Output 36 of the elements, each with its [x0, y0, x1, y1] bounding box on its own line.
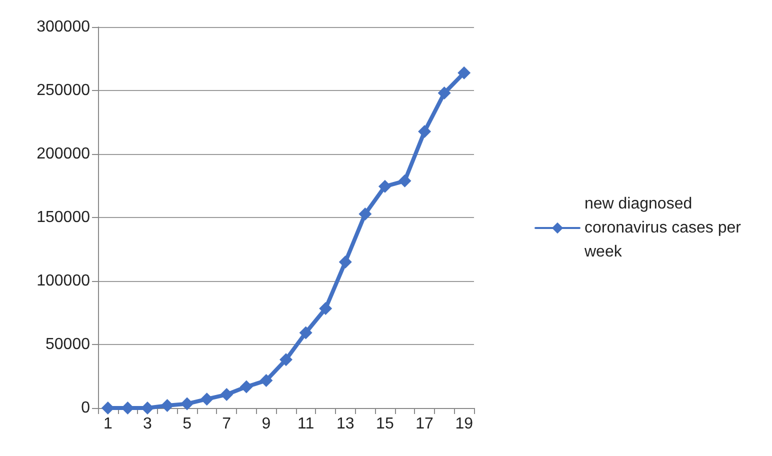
point — [438, 86, 451, 100]
point — [378, 180, 392, 193]
point — [220, 388, 234, 402]
x-tick-label: 19 — [455, 416, 474, 432]
y-tick-label: 150000 — [36, 209, 90, 226]
point — [358, 207, 372, 220]
point — [101, 402, 114, 414]
y-tick-label: 250000 — [36, 82, 90, 99]
point — [121, 402, 134, 414]
point — [160, 398, 174, 412]
point — [240, 380, 253, 394]
y-tick-label: 300000 — [36, 18, 90, 36]
legend-label: new diagnosed coronavirus cases per week — [583, 196, 742, 260]
x-tick-label: 15 — [376, 416, 394, 432]
point — [280, 353, 292, 366]
x-tick-label: 1 — [103, 416, 112, 432]
y-tick-label: 0 — [81, 400, 90, 416]
point — [398, 174, 412, 188]
point — [299, 326, 312, 340]
x-tick-label: 9 — [262, 416, 271, 432]
y-tick-label: 100000 — [36, 272, 90, 290]
x-tick-label: 3 — [143, 416, 152, 432]
x-tick-label: 13 — [336, 416, 354, 432]
point — [260, 374, 273, 387]
point — [319, 302, 332, 316]
x-tick-label: 7 — [222, 416, 232, 432]
point — [458, 66, 471, 80]
point — [338, 255, 352, 268]
y-tick-label: 50000 — [46, 336, 90, 353]
point — [180, 397, 194, 410]
x-tick-label: 5 — [182, 416, 192, 432]
point — [418, 125, 432, 138]
x-tick-label: 11 — [297, 416, 314, 432]
point — [200, 392, 214, 406]
y-tick-label: 200000 — [36, 146, 90, 162]
x-tick-label: 17 — [416, 416, 434, 432]
